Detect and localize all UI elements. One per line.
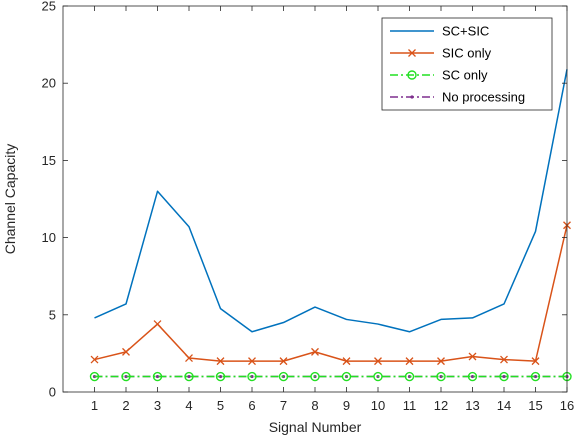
series-sc-sic (94, 69, 568, 333)
legend: SC+SIC SIC only SC only No processing (381, 17, 553, 111)
data-point-sic-only (437, 357, 445, 366)
x-tick-label: 15 (528, 398, 542, 413)
legend-label: SC+SIC (442, 24, 489, 39)
data-point-sic-only (279, 357, 288, 366)
data-point-sc-only (499, 371, 509, 382)
data-point-no-processing (502, 374, 506, 379)
legend-marker (410, 95, 414, 99)
data-point-sc-only (373, 371, 383, 382)
y-tick-label: 25 (42, 0, 56, 14)
x-tick-label: 4 (185, 398, 192, 413)
data-point-sc-only (341, 371, 352, 382)
x-tick-label: 8 (311, 398, 318, 413)
x-tick-label: 11 (403, 398, 417, 413)
x-tick-label: 9 (343, 398, 350, 413)
x-tick-label: 16 (560, 398, 574, 413)
data-point-sic-only (405, 357, 414, 366)
data-point-sc-only (404, 371, 415, 382)
x-tick-label: 10 (371, 398, 385, 413)
data-point-sc-only (530, 371, 541, 382)
data-point-sic-only (216, 357, 225, 366)
data-point-sic-only (342, 357, 351, 366)
x-tick-label: 1 (91, 398, 98, 413)
y-tick-label: 10 (42, 230, 56, 245)
x-tick-label: 3 (154, 398, 161, 413)
series-line-sc-sic (94, 69, 568, 333)
data-point-no-processing (470, 374, 475, 379)
x-tick-label: 6 (248, 398, 255, 413)
legend-entry-sc-only: SC only (390, 68, 488, 83)
data-point-sic-only (374, 357, 382, 366)
data-point-sc-only (436, 371, 446, 382)
data-point-no-processing (155, 374, 160, 379)
legend-marker (408, 49, 416, 57)
y-axis-label: Channel Capacity (2, 144, 18, 255)
legend-label: SC only (442, 68, 488, 83)
x-tick-label: 14 (497, 398, 511, 413)
data-point-sic-only (311, 347, 319, 356)
y-tick-label: 5 (49, 307, 56, 322)
data-point-sc-only (121, 371, 131, 382)
legend-label: No processing (442, 90, 525, 105)
data-point-no-processing (187, 374, 191, 379)
data-point-sic-only (122, 347, 130, 356)
data-point-sc-only (467, 371, 478, 382)
data-point-sc-only (278, 371, 289, 382)
data-point-sc-only (247, 371, 257, 382)
data-point-no-processing (218, 374, 223, 379)
series-layer (89, 69, 572, 382)
legend-entry-sic-only: SIC only (390, 46, 492, 61)
data-point-sc-only (89, 371, 100, 382)
data-point-no-processing (533, 374, 538, 379)
x-axis-label: Signal Number (269, 419, 362, 435)
data-point-sic-only (185, 354, 193, 362)
data-point-sic-only (248, 357, 256, 366)
series-line-sic-only (94, 225, 568, 362)
x-tick-label: 7 (280, 398, 287, 413)
x-tick-label: 13 (465, 398, 479, 413)
y-tick-label: 15 (42, 153, 56, 168)
data-point-sic-only (90, 355, 99, 364)
legend-label: SIC only (442, 46, 492, 61)
data-point-no-processing (250, 374, 254, 379)
legend-entry-no-processing: No processing (390, 90, 525, 105)
x-tick-label: 5 (217, 398, 224, 413)
data-point-sc-only (152, 371, 163, 382)
x-tick-label: 12 (434, 398, 448, 413)
y-tick-label: 0 (49, 385, 56, 400)
x-tick-label: 2 (122, 398, 129, 413)
legend-box (381, 17, 553, 111)
data-point-no-processing (124, 374, 128, 379)
legend-marker (407, 70, 417, 80)
data-point-sc-only (215, 371, 226, 382)
data-point-sc-only (184, 371, 194, 382)
data-point-sic-only (153, 320, 162, 329)
data-point-sic-only (468, 352, 477, 361)
series-sc-only (89, 371, 572, 382)
legend-entry-sc-sic: SC+SIC (390, 24, 489, 39)
data-point-sc-only (310, 371, 320, 382)
y-tick-label: 20 (42, 76, 56, 91)
data-point-sic-only (500, 355, 508, 364)
data-point-sic-only (531, 357, 540, 366)
data-point-no-processing (439, 374, 443, 379)
